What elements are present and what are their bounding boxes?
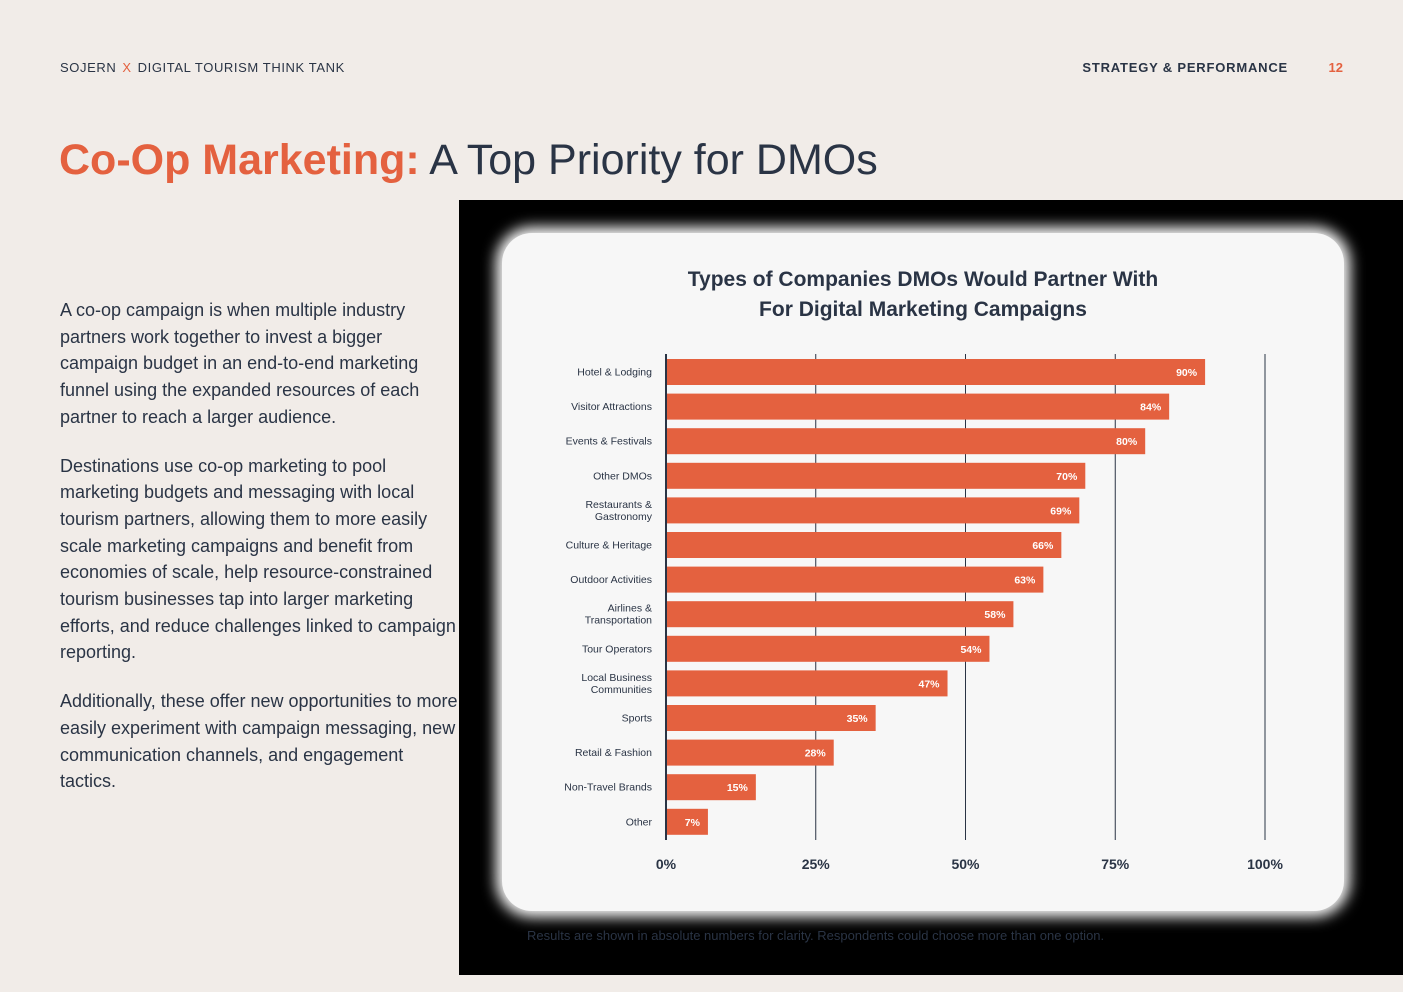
header-brand: SOJERN X DIGITAL TOURISM THINK TANK — [60, 60, 345, 75]
chart-title-line-2: For Digital Marketing Campaigns — [759, 298, 1087, 321]
bar — [666, 808, 708, 835]
bar — [666, 566, 1044, 593]
x-tick-label: 75% — [1101, 856, 1130, 872]
bar — [666, 428, 1146, 455]
x-tick-label: 50% — [951, 856, 980, 872]
category-label: Culture & Heritage — [566, 540, 653, 552]
category-label: Events & Festivals — [566, 436, 652, 448]
bar — [666, 601, 1014, 628]
footnote: Results are shown in absolute numbers fo… — [527, 928, 1105, 943]
bar-value-label: 28% — [805, 748, 827, 760]
bar — [666, 359, 1206, 385]
body-text: A co-op campaign is when multiple indust… — [60, 297, 460, 817]
bar — [666, 670, 948, 697]
bar — [666, 393, 1170, 420]
bar-value-label: 70% — [1056, 471, 1078, 483]
section-label: STRATEGY & PERFORMANCE — [1082, 60, 1288, 75]
bar — [666, 774, 756, 801]
bar — [666, 532, 1062, 558]
bar-value-label: 7% — [685, 817, 701, 829]
bar — [666, 635, 990, 662]
body-paragraph: A co-op campaign is when multiple indust… — [60, 300, 420, 427]
category-label: Tour Operators — [582, 643, 652, 655]
page-number: 12 — [1328, 60, 1343, 75]
brand-dttt: DIGITAL TOURISM THINK TANK — [137, 60, 345, 75]
category-label: Outdoor Activities — [570, 574, 652, 586]
bar-value-label: 66% — [1032, 540, 1054, 552]
bar — [666, 739, 834, 766]
category-label: Hotel & Lodging — [577, 367, 652, 379]
chart-card: Types of Companies DMOs Would Partner Wi… — [502, 233, 1344, 911]
category-label: Retail & Fashion — [575, 747, 652, 759]
bar-value-label: 47% — [919, 678, 941, 690]
bar-value-label: 84% — [1140, 402, 1162, 414]
chart-title-line-1: Types of Companies DMOs Would Partner Wi… — [687, 268, 1159, 291]
page-title-accent: Co-Op Marketing: — [59, 136, 420, 184]
body-paragraph: Additionally, these offer new opportunit… — [60, 691, 458, 792]
bar-value-label: 80% — [1116, 436, 1138, 448]
category-label: Other DMOs — [593, 470, 652, 482]
bar-chart: 0% 25% 50% 75% 100% 90% Hotel & Lodging 84% Visi… — [564, 354, 1283, 872]
x-tick-label: 25% — [802, 856, 831, 872]
bar-value-label: 58% — [984, 609, 1006, 621]
bar — [666, 462, 1086, 489]
category-label: Transportation — [585, 615, 652, 627]
category-label: Communities — [591, 684, 652, 696]
page-title: Co-Op Marketing: A Top Priority for DMOs — [59, 136, 878, 185]
x-tick-label: 0% — [656, 856, 677, 872]
category-label: Visitor Attractions — [571, 401, 652, 413]
page-title-rest: A Top Priority for DMOs — [419, 136, 878, 184]
brand-separator: X — [122, 60, 132, 75]
category-label: Airlines & — [608, 603, 652, 615]
category-label: Non-Travel Brands — [564, 782, 652, 794]
bar-value-label: 54% — [960, 644, 982, 656]
bar — [666, 705, 876, 731]
category-label: Local Business — [581, 672, 652, 684]
category-label: Restaurants & — [585, 499, 652, 511]
bar-value-label: 90% — [1176, 367, 1198, 379]
bar-value-label: 15% — [727, 782, 749, 794]
bar-value-label: 35% — [847, 713, 869, 725]
brand-sojern: SOJERN — [60, 60, 117, 75]
category-label: Gastronomy — [595, 511, 653, 523]
category-label: Sports — [622, 713, 652, 725]
bar-value-label: 69% — [1050, 505, 1072, 517]
chart-title: Types of Companies DMOs Would Partner Wi… — [502, 265, 1344, 325]
body-paragraph: Destinations use co-op marketing to pool… — [60, 455, 456, 663]
category-label: Other — [626, 816, 653, 828]
x-tick-label: 100% — [1247, 856, 1283, 872]
bar — [666, 497, 1080, 524]
bar-value-label: 63% — [1014, 575, 1036, 587]
